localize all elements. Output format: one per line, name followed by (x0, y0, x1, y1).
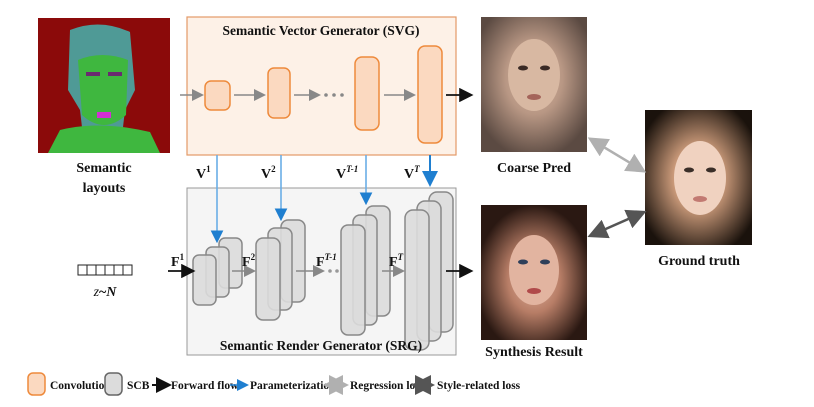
legend: Convolution SCB Forward flow Parameteriz… (27, 372, 521, 396)
coarse-pred-image (481, 17, 587, 152)
noise-label: z~N (93, 285, 118, 300)
regression-loss-arrow (587, 137, 647, 173)
semantic-layout-image (38, 18, 170, 154)
legend-forward-flow-label: Forward flow (171, 380, 239, 392)
svg-module-box (186, 16, 457, 156)
conv-block-3 (354, 56, 380, 131)
scb-stack-3 (340, 224, 366, 336)
style-loss-arrow (587, 209, 647, 239)
semantic-layouts-label: Semantic (76, 161, 131, 176)
ground-truth-label: Ground truth (658, 254, 740, 269)
scb-stack-2 (255, 237, 281, 321)
synthesis-result-image (481, 205, 587, 340)
conv-block-1 (204, 80, 231, 111)
feature-label-4: FT (389, 252, 404, 270)
semantic-layouts-label-2: layouts (83, 181, 126, 196)
scb-stack-1 (192, 254, 217, 306)
srg-ellipsis (328, 269, 339, 273)
feature-label-3: FT-1 (316, 252, 337, 270)
vector-label-2: V2 (261, 164, 276, 182)
conv-block-4 (417, 45, 443, 144)
legend-convolution-label: Convolution (50, 380, 111, 392)
srg-module-title: Semantic Render Generator (SRG) (220, 338, 422, 353)
svg-module-title: Semantic Vector Generator (SVG) (222, 23, 419, 38)
legend-style-loss-label: Style-related loss (437, 380, 521, 392)
scb-stack-4 (404, 209, 430, 351)
conv-block-2 (267, 67, 291, 119)
legend-parameterization-label: Parameterization (250, 380, 336, 392)
feature-label-2: F2 (242, 252, 256, 270)
ground-truth-image (645, 110, 752, 245)
vector-label-3: VT-1 (336, 164, 358, 182)
synthesis-result-label: Synthesis Result (485, 345, 583, 360)
legend-scb-label: SCB (127, 380, 150, 392)
legend-convolution-icon (27, 372, 46, 396)
noise-vector (77, 264, 133, 276)
vector-label-1: V1 (196, 164, 211, 182)
legend-scb-icon (104, 372, 123, 396)
feature-label-1: F1 (171, 252, 185, 270)
legend-regression-loss-label: Regression loss (350, 380, 425, 392)
vector-label-4: VT (404, 164, 420, 182)
coarse-pred-label: Coarse Pred (497, 161, 571, 176)
svg-ellipsis (324, 93, 344, 97)
